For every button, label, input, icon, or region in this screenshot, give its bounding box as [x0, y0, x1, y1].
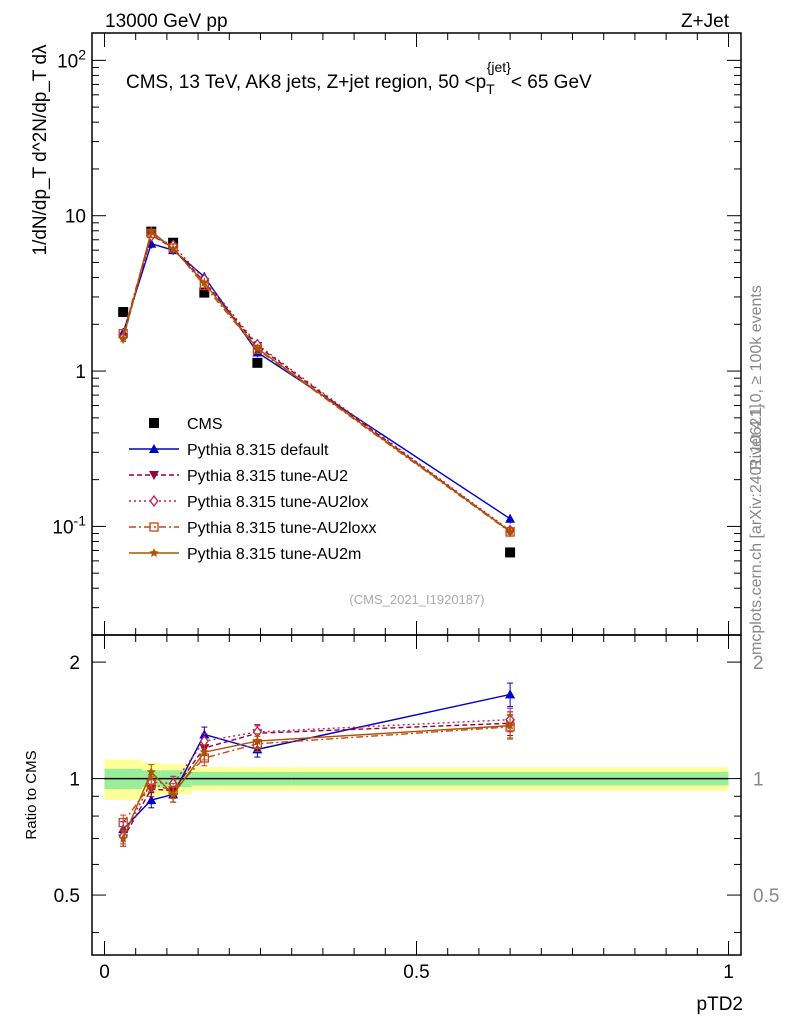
legend-label-4: Pythia 8.315 tune-AU2m — [187, 546, 361, 563]
y-tick-exponent: 2 — [78, 46, 86, 62]
uncertainty-bands — [104, 759, 729, 801]
y-tick-label-bottom-right: 0.5 — [753, 886, 779, 907]
series-4-line — [122, 229, 511, 532]
series-3-ratio-point — [118, 817, 128, 828]
cms-data-point — [252, 357, 263, 368]
y-tick-label-bottom: 1 — [69, 770, 80, 791]
y-axis-label-bottom: Ratio to CMS — [23, 750, 40, 839]
y-tick-label-bottom: 0.5 — [54, 886, 80, 907]
legend-marker-cms — [149, 418, 159, 428]
y-tick-label-top: 1 — [75, 362, 86, 383]
legend-marker-3 — [149, 522, 159, 532]
series-4-ratio-point — [505, 720, 515, 730]
cms-data-point — [118, 306, 129, 317]
x-tick-label: 0 — [99, 962, 110, 983]
series-4-ratio-point — [118, 833, 128, 843]
side-label-bottom-text: mcplots.cern.ch [arXiv:2401.10621] — [748, 404, 765, 655]
series-2-line — [122, 235, 511, 532]
ratio-panel-frame — [91, 634, 742, 956]
series-4-ratio-point — [199, 747, 210, 757]
y-axis-label-top: 1/dN/dp_T d^2N/dp_T dλ — [30, 44, 51, 256]
series-4-ratio-point — [252, 736, 263, 746]
title-sub: T — [486, 81, 495, 97]
legend-label-1: Pythia 8.315 tune-AU2 — [187, 468, 348, 485]
series-4-ratio-line — [122, 724, 511, 839]
legend-label-3: Pythia 8.315 tune-AU2loxx — [187, 520, 376, 537]
y-tick-label-bottom: 2 — [69, 653, 80, 674]
title-sup: {jet} — [487, 59, 511, 75]
main-panel-series — [118, 226, 516, 558]
y-tick-base: 10 — [52, 517, 73, 538]
cms-data-point — [505, 547, 516, 558]
series-1-line — [122, 234, 511, 532]
main-panel-frame — [91, 32, 742, 636]
series-2-ratio-line — [122, 718, 511, 837]
series-4-point — [118, 333, 128, 343]
y-tick-exponent: -1 — [74, 512, 87, 528]
series-4-ratio-point — [146, 766, 157, 777]
y-tick-base: 10 — [57, 51, 78, 72]
analysis-reference: (CMS_2021_I1920187) — [349, 592, 484, 607]
title-post: < 65 GeV — [511, 72, 592, 93]
side-label-top-text: Rivet 4.1.0, ≥ 100k events — [748, 285, 765, 470]
legend-label-cms: CMS — [187, 416, 223, 433]
series-4-ratio-point — [168, 789, 178, 799]
series-4-point — [146, 226, 157, 236]
side-label-bottom: mcplots.cern.ch [arXiv:2401.10621] — [748, 404, 765, 655]
legend: CMS Pythia 8.315 default Pythia 8.315 tune… — [129, 416, 376, 563]
header-beam-label: 13000 GeV pp — [105, 11, 228, 32]
y-axis-label-bottom-text: Ratio to CMS — [23, 750, 40, 839]
y-tick-label-top: 10 — [65, 207, 86, 228]
series-4-point — [199, 277, 210, 287]
header-process-label: Z+Jet — [681, 11, 730, 32]
y-axis-label-top-text: 1/dN/dp_T d^2N/dp_T dλ — [30, 44, 51, 256]
legend-marker-1 — [149, 471, 159, 480]
x-tick-label: 1 — [723, 962, 734, 983]
title-pre: CMS, 13 TeV, AK8 jets, Z+jet region, 50 … — [126, 72, 486, 93]
y-tick-label-bottom-right: 2 — [753, 653, 764, 674]
x-tick-label: 0.5 — [403, 962, 429, 983]
y-tick-label-top: 102 — [57, 46, 86, 72]
legend-marker-2 — [149, 494, 159, 508]
y-tick-label-top: 10-1 — [52, 512, 86, 538]
cms-data-point — [199, 287, 210, 298]
series-0-ratio-point — [505, 689, 516, 699]
ratio-panel-series — [118, 682, 516, 847]
series-0-ratio-line — [122, 693, 511, 830]
legend-marker-0 — [149, 444, 159, 453]
chart-title: CMS, 13 TeV, AK8 jets, Z+jet region, 50 … — [126, 59, 592, 97]
series-1-ratio-line — [122, 722, 511, 839]
series-4-point — [168, 244, 178, 254]
series-0-point — [505, 513, 516, 523]
series-0-ratio-point — [146, 795, 157, 805]
x-axis-label: pTD2 — [697, 994, 743, 1015]
series-0-line — [122, 242, 511, 520]
legend-label-2: Pythia 8.315 tune-AU2lox — [187, 494, 368, 511]
side-label-top: Rivet 4.1.0, ≥ 100k events — [748, 285, 765, 470]
legend-marker-4 — [149, 548, 159, 558]
y-tick-label-bottom-right: 1 — [753, 770, 764, 791]
series-4-point — [252, 343, 263, 353]
legend-label-0: Pythia 8.315 default — [187, 442, 329, 459]
series-4-point — [505, 526, 515, 536]
